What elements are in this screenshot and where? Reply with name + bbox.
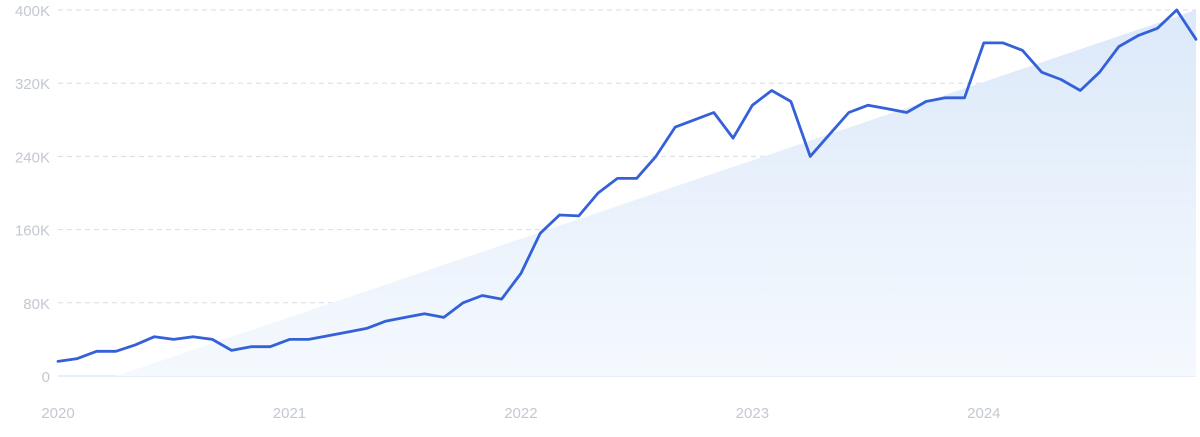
x-tick-label: 2023 — [736, 405, 769, 422]
data-point[interactable] — [556, 211, 564, 219]
data-point[interactable] — [1076, 87, 1084, 95]
y-tick-label: 240K — [15, 149, 50, 166]
data-point[interactable] — [112, 347, 120, 355]
data-point[interactable] — [1115, 43, 1123, 51]
data-point[interactable] — [845, 109, 853, 117]
data-point[interactable] — [575, 212, 583, 220]
data-point[interactable] — [826, 130, 834, 138]
data-point[interactable] — [208, 335, 216, 343]
data-point[interactable] — [421, 310, 429, 318]
data-point[interactable] — [594, 189, 602, 197]
data-point[interactable] — [73, 355, 81, 363]
data-point[interactable] — [864, 101, 872, 109]
data-point[interactable] — [922, 98, 930, 106]
data-point[interactable] — [343, 328, 351, 336]
data-point[interactable] — [768, 87, 776, 95]
data-point[interactable] — [266, 343, 274, 351]
data-point[interactable] — [999, 39, 1007, 47]
data-point[interactable] — [93, 347, 101, 355]
x-tick-label: 2024 — [967, 405, 1000, 422]
data-point[interactable] — [517, 270, 525, 278]
x-tick-label: 2021 — [273, 405, 306, 422]
data-point[interactable] — [652, 152, 660, 160]
data-point[interactable] — [478, 292, 486, 300]
data-point[interactable] — [401, 313, 409, 321]
y-axis: 0 80K 160K 240K 320K 400K — [15, 3, 50, 386]
y-tick-label: 0 — [42, 369, 50, 386]
data-point[interactable] — [189, 333, 197, 341]
data-point[interactable] — [54, 357, 62, 365]
data-point[interactable] — [382, 317, 390, 325]
data-point[interactable] — [613, 174, 621, 182]
data-point[interactable] — [806, 152, 814, 160]
data-point[interactable] — [787, 98, 795, 106]
data-point[interactable] — [1173, 6, 1181, 14]
data-point[interactable] — [1096, 68, 1104, 76]
data-point[interactable] — [150, 333, 158, 341]
data-point[interactable] — [671, 123, 679, 131]
y-tick-label: 160K — [15, 223, 50, 240]
data-point[interactable] — [1134, 32, 1142, 40]
data-point[interactable] — [633, 174, 641, 182]
data-point[interactable] — [1153, 24, 1161, 32]
data-point[interactable] — [305, 335, 313, 343]
data-point[interactable] — [536, 229, 544, 237]
series-line — [56, 8, 1198, 363]
data-point[interactable] — [710, 109, 718, 117]
y-tick-label: 400K — [15, 3, 50, 20]
data-point[interactable] — [980, 39, 988, 47]
data-point[interactable] — [883, 105, 891, 113]
x-tick-label: 2022 — [504, 405, 537, 422]
data-point[interactable] — [1038, 68, 1046, 76]
data-point[interactable] — [363, 324, 371, 332]
data-point[interactable] — [170, 335, 178, 343]
data-point[interactable] — [286, 335, 294, 343]
y-tick-label: 80K — [23, 296, 50, 313]
x-tick-label: 2020 — [41, 405, 74, 422]
data-point[interactable] — [324, 332, 332, 340]
data-point[interactable] — [1057, 76, 1065, 84]
y-tick-label: 320K — [15, 76, 50, 93]
x-axis: 2020 2021 2022 2023 2024 — [41, 405, 1000, 422]
series-layer — [54, 6, 1200, 365]
data-point[interactable] — [440, 313, 448, 321]
data-point[interactable] — [961, 94, 969, 102]
data-point[interactable] — [903, 109, 911, 117]
data-point[interactable] — [748, 101, 756, 109]
data-point[interactable] — [1018, 46, 1026, 54]
data-point[interactable] — [228, 346, 236, 354]
data-point[interactable] — [459, 299, 467, 307]
data-point[interactable] — [247, 343, 255, 351]
data-point[interactable] — [691, 116, 699, 124]
data-point[interactable] — [1192, 35, 1200, 43]
data-point[interactable] — [729, 134, 737, 142]
data-point[interactable] — [498, 295, 506, 303]
data-point[interactable] — [941, 94, 949, 102]
data-point[interactable] — [131, 341, 139, 349]
